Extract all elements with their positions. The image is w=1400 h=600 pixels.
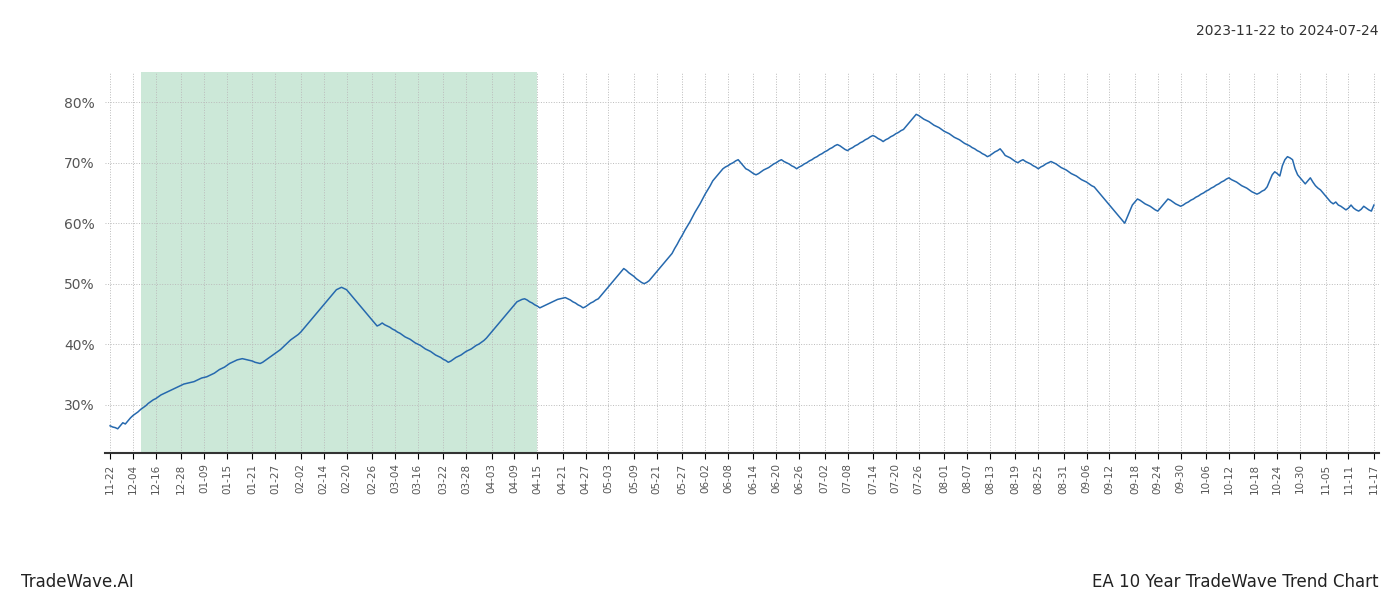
Text: TradeWave.AI: TradeWave.AI: [21, 573, 134, 591]
Text: EA 10 Year TradeWave Trend Chart: EA 10 Year TradeWave Trend Chart: [1092, 573, 1379, 591]
Bar: [140, 72, 538, 453]
Text: 2023-11-22 to 2024-07-24: 2023-11-22 to 2024-07-24: [1197, 24, 1379, 38]
